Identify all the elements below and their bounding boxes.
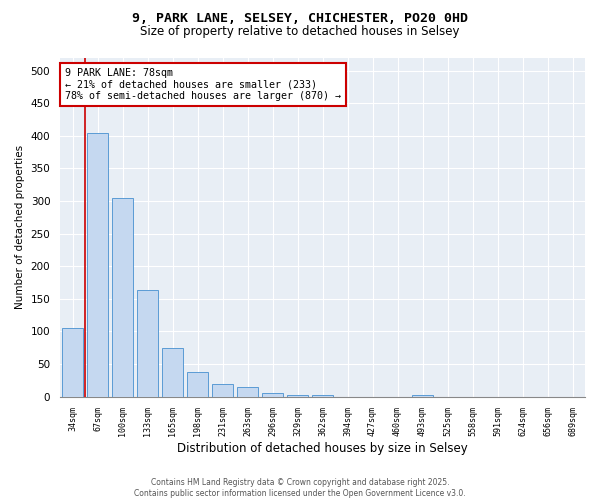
X-axis label: Distribution of detached houses by size in Selsey: Distribution of detached houses by size … [177, 442, 468, 455]
Bar [237, 387, 258, 396]
Bar [262, 394, 283, 396]
Bar [187, 372, 208, 396]
Text: Contains HM Land Registry data © Crown copyright and database right 2025.
Contai: Contains HM Land Registry data © Crown c… [134, 478, 466, 498]
Text: 9, PARK LANE, SELSEY, CHICHESTER, PO20 0HD: 9, PARK LANE, SELSEY, CHICHESTER, PO20 0… [132, 12, 468, 26]
Bar [87, 132, 108, 396]
Bar [287, 395, 308, 396]
Bar [137, 290, 158, 397]
Bar [112, 198, 133, 396]
Bar [212, 384, 233, 396]
Y-axis label: Number of detached properties: Number of detached properties [15, 145, 25, 309]
Text: Size of property relative to detached houses in Selsey: Size of property relative to detached ho… [140, 25, 460, 38]
Text: 9 PARK LANE: 78sqm
← 21% of detached houses are smaller (233)
78% of semi-detach: 9 PARK LANE: 78sqm ← 21% of detached hou… [65, 68, 341, 101]
Bar [162, 348, 183, 397]
Bar [62, 328, 83, 396]
